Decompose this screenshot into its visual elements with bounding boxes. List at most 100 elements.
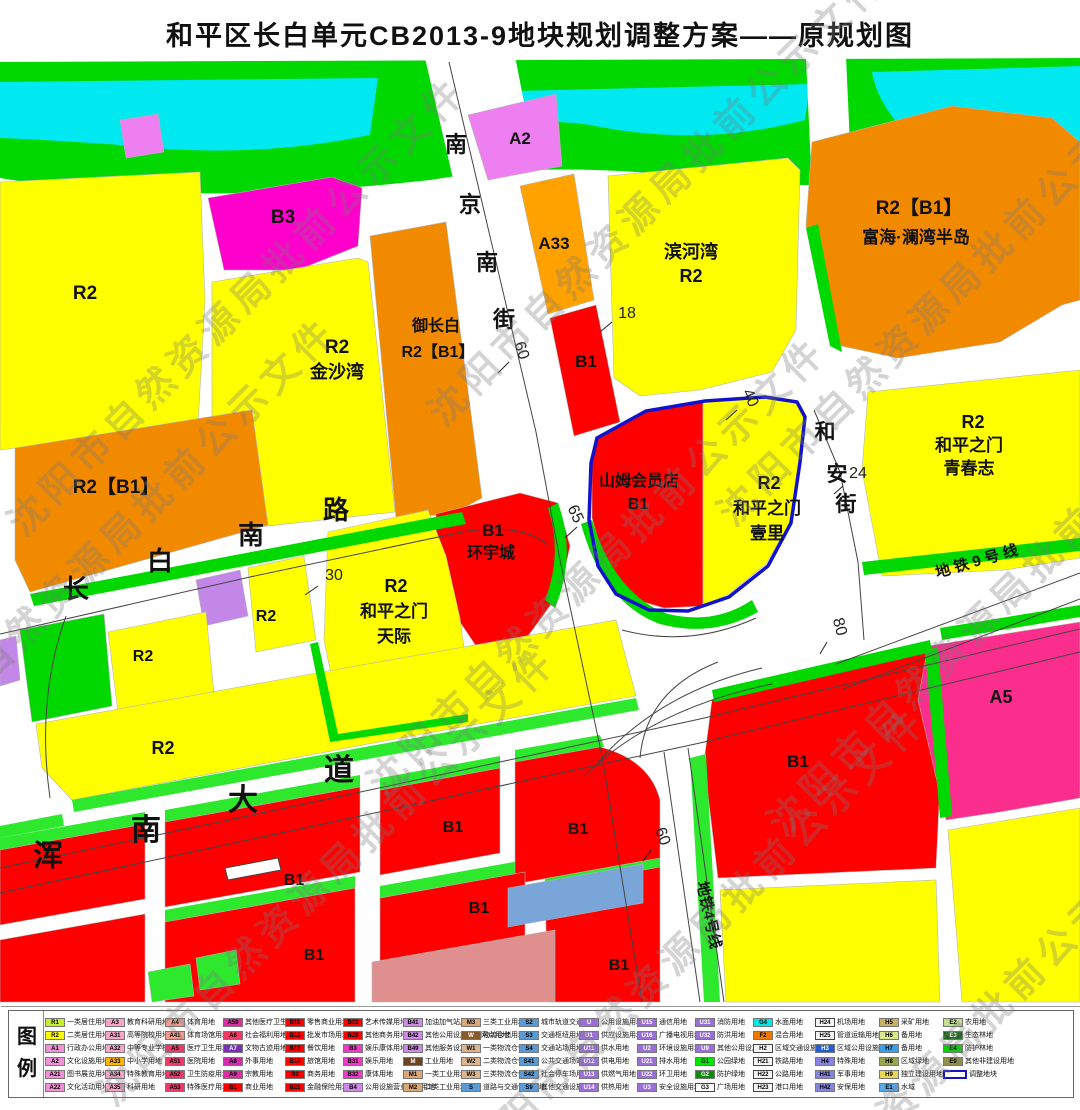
- legend-color-chip: W: [461, 1030, 481, 1040]
- legend-color-chip: U15: [637, 1017, 657, 1027]
- legend-entry: A52 卫生防疫用地: [165, 1069, 229, 1079]
- legend-color-chip: B12: [285, 1030, 305, 1040]
- legend-label: 公园绿地: [717, 1058, 745, 1065]
- legend-color-chip: B13: [285, 1043, 305, 1053]
- legend-label: 其他公用设施用地: [717, 1045, 773, 1052]
- parcel-purple-small: [195, 569, 249, 627]
- legend-color-chip: E3: [943, 1030, 963, 1040]
- legend-color-chip: A8: [223, 1056, 243, 1066]
- legend-color-chip: M: [403, 1056, 423, 1066]
- legend-color-chip: B42: [403, 1030, 423, 1040]
- legend-color-chip: H23: [753, 1082, 773, 1092]
- legend-entry: S9 其他交通设施用地: [519, 1082, 597, 1092]
- map-label: A33: [538, 234, 569, 253]
- legend-label: 商务用地: [307, 1071, 335, 1078]
- legend-label: 农用地: [965, 1019, 986, 1026]
- legend-color-chip: A31: [105, 1030, 125, 1040]
- metro-line-4: [663, 747, 725, 1003]
- map-label: B1: [469, 900, 490, 917]
- legend-label: 混合用地: [775, 1032, 803, 1039]
- legend-color-chip: A52: [165, 1069, 185, 1079]
- parcel-r2-qingchunzhi: [861, 369, 1080, 577]
- legend-label: 其他非建设用地: [965, 1058, 1014, 1065]
- legend-color-chip: G4: [753, 1017, 773, 1027]
- legend-label: 港口用地: [775, 1084, 803, 1091]
- map-label: A2: [509, 129, 531, 148]
- legend-label: 工业用地: [425, 1058, 453, 1065]
- legend-color-chip: U16: [637, 1030, 657, 1040]
- legend-color-chip: H42: [815, 1082, 835, 1092]
- legend-label: 零售商业用地: [307, 1019, 349, 1026]
- legend-entry: S42 社会停车场用地: [519, 1069, 590, 1079]
- map-label: 30: [325, 567, 343, 584]
- legend-label: 批发市场用地: [307, 1032, 349, 1039]
- legend-label: 机场用地: [837, 1019, 865, 1026]
- legend-entry: 调整地块: [943, 1069, 997, 1079]
- legend-label: 特殊用地: [837, 1058, 865, 1065]
- legend-entry: B13 餐饮用地: [285, 1043, 335, 1053]
- legend-color-chip: A33: [105, 1056, 125, 1066]
- legend-label: 采矿用地: [901, 1019, 929, 1026]
- legend-color-chip: A34: [105, 1069, 125, 1079]
- legend-color-chip: U9: [695, 1043, 715, 1053]
- legend-entry: H6 备用地: [879, 1030, 922, 1040]
- legend-entry: U14 供热用地: [579, 1082, 629, 1092]
- block-grid: [0, 735, 661, 1003]
- legend-color-chip: U32: [695, 1030, 715, 1040]
- legend-color-chip: U3: [637, 1082, 657, 1092]
- legend-color-chip: G1: [695, 1056, 715, 1066]
- map-label: 滨河湾: [664, 241, 718, 262]
- map-label: 南: [131, 814, 161, 847]
- map-label: B3: [271, 207, 295, 228]
- legend-color-chip: H24: [815, 1017, 835, 1027]
- parcel-b1-north: [549, 304, 621, 437]
- legend-label: 其他服务设施用地: [425, 1045, 481, 1052]
- legend-entry: A21 图书展览用地: [45, 1069, 109, 1079]
- legend-entry: B2 商务用地: [285, 1069, 335, 1079]
- legend-entry: B4 公用设施营业网点用地: [343, 1082, 435, 1092]
- legend-color-chip: H7: [879, 1043, 899, 1053]
- legend-color-chip: A59: [223, 1017, 243, 1027]
- legend-entry: M2 二类工业用地: [403, 1082, 467, 1092]
- legend-label: 环境设施用地: [659, 1045, 701, 1052]
- legend-label: 供燃气用地: [601, 1071, 636, 1078]
- legend-label: 安保用地: [837, 1084, 865, 1091]
- legend-label: 艺术传媒用地: [365, 1019, 407, 1026]
- legend-label: 行政办公用地: [67, 1045, 109, 1052]
- legend-title: 图例: [17, 1026, 37, 1080]
- legend-color-chip: U: [579, 1017, 599, 1027]
- map-label: 80: [829, 616, 850, 638]
- legend-color-chip: E4: [943, 1043, 963, 1053]
- legend-entry: A53 特殊医疗用地: [165, 1082, 229, 1092]
- legend-color-chip: S42: [519, 1069, 539, 1079]
- map-label: B1: [482, 521, 504, 540]
- legend-entry: R2 二类居住用地: [45, 1030, 109, 1040]
- legend-label: 二类工业用地: [425, 1084, 467, 1091]
- legend-entry: U11 供水用地: [579, 1043, 629, 1053]
- legend-label: 安全设施用地: [659, 1084, 701, 1091]
- legend-label: 餐饮用地: [307, 1045, 335, 1052]
- map-label: 白: [147, 546, 173, 576]
- legend-entry: U3 安全设施用地: [637, 1082, 701, 1092]
- legend-label: 交通枢纽用地: [541, 1032, 583, 1039]
- road-line-layer: [0, 61, 1080, 1003]
- legend-color-chip: H5: [879, 1017, 899, 1027]
- legend-entry: B29 其他商务用地: [343, 1030, 407, 1040]
- legend-label: 交通站场用地: [541, 1045, 583, 1052]
- legend-color-chip: B49: [403, 1043, 423, 1053]
- legend-label: 其他医疗卫生用地: [245, 1019, 301, 1026]
- legend-entry: A1 行政办公用地: [45, 1043, 109, 1053]
- map-label: 南: [445, 132, 467, 157]
- legend-entry: S3 交通枢纽用地: [519, 1030, 583, 1040]
- legend-entry: A33 中小学用地: [105, 1056, 162, 1066]
- map-label: B1: [443, 819, 464, 836]
- map-label: 路: [323, 495, 350, 525]
- legend-label: 独立建设用地: [901, 1071, 943, 1078]
- legend-entry: A3 教育科研用地: [105, 1017, 169, 1027]
- legend-entry: H25 管道运输用地: [815, 1030, 879, 1040]
- legend-label: 娱乐康体用地: [365, 1045, 407, 1052]
- legend-label: 科研用地: [127, 1084, 155, 1091]
- page-title: 和平区长白单元CB2013-9地块规划调整方案——原规划图: [165, 21, 915, 51]
- legend-entry: A59 其他医疗卫生用地: [223, 1017, 301, 1027]
- legend-label: 消防用地: [717, 1019, 745, 1026]
